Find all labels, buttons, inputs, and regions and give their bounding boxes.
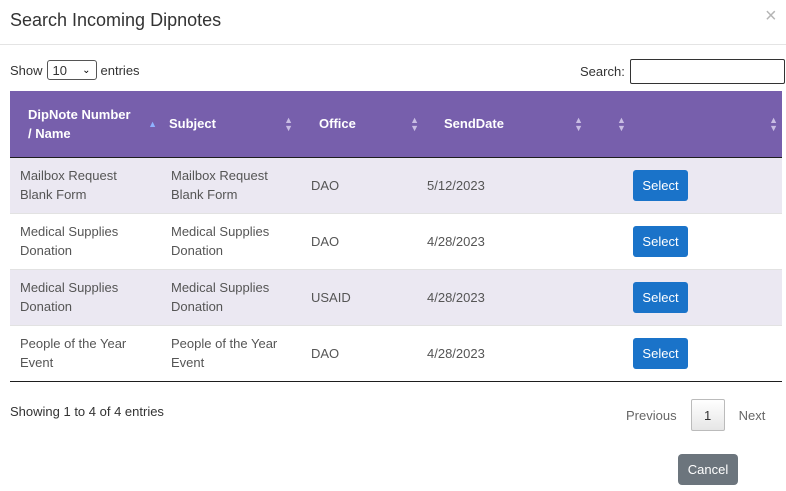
cell-office: DAO bbox=[301, 156, 427, 213]
cell-send-date: 4/28/2023 bbox=[427, 268, 623, 325]
cell-send-date: 5/12/2023 bbox=[427, 156, 623, 213]
cell-name: Medical Supplies Donation bbox=[10, 268, 161, 325]
cell-office: DAO bbox=[301, 212, 427, 269]
show-label: Show bbox=[10, 62, 43, 78]
page-button-1[interactable]: 1 bbox=[690, 399, 725, 431]
search-label: Search: bbox=[580, 64, 625, 79]
column-header-subject[interactable]: Subject ▲ ▼ bbox=[161, 91, 301, 158]
cell-subject: Medical Supplies Donation bbox=[161, 212, 301, 269]
cell-subject: People of the Year Event bbox=[161, 324, 301, 382]
column-header-subject-label: Subject bbox=[169, 116, 216, 132]
cell-office: USAID bbox=[301, 268, 427, 325]
table-row: Mailbox Request Blank Form Mailbox Reque… bbox=[10, 156, 782, 213]
search-control: Search: bbox=[580, 59, 785, 84]
sort-icon: ▲ ▼ bbox=[574, 114, 583, 133]
column-header-senddate-label: SendDate bbox=[444, 116, 504, 132]
cell-action: Select bbox=[623, 268, 782, 325]
column-header-name[interactable]: DipNote Number / Name ▲ bbox=[10, 91, 161, 158]
cell-action: Select bbox=[623, 156, 782, 213]
column-header-office[interactable]: Office ▲ ▼ bbox=[301, 91, 427, 158]
entries-label: entries bbox=[100, 62, 140, 78]
column-header-office-label: Office bbox=[319, 116, 356, 132]
sort-asc-icon: ▲ bbox=[148, 118, 157, 129]
previous-button[interactable]: Previous bbox=[626, 407, 677, 423]
cell-send-date: 4/28/2023 bbox=[427, 324, 623, 382]
sort-icon: ▲ ▼ bbox=[617, 114, 626, 133]
modal-title: Search Incoming Dipnotes bbox=[10, 10, 222, 30]
modal-header: Search Incoming Dipnotes × bbox=[0, 0, 786, 45]
cell-name: Medical Supplies Donation bbox=[10, 212, 161, 269]
cell-subject: Mailbox Request Blank Form bbox=[161, 156, 301, 213]
table-info: Showing 1 to 4 of 4 entries bbox=[10, 404, 164, 419]
column-header-action[interactable]: ▲ ▼ ▲ ▼ bbox=[617, 91, 782, 158]
cell-office: DAO bbox=[301, 324, 427, 382]
pagination: Previous 1 Next bbox=[612, 399, 779, 431]
select-button[interactable]: Select bbox=[633, 225, 688, 257]
cell-action: Select bbox=[623, 324, 782, 382]
column-header-senddate[interactable]: SendDate ▲ ▼ bbox=[427, 91, 623, 158]
table-row: Medical Supplies Donation Medical Suppli… bbox=[10, 212, 782, 269]
cell-action: Select bbox=[623, 212, 782, 269]
page-length-control: Show 10 ⌄ entries bbox=[10, 60, 140, 80]
close-icon[interactable]: × bbox=[765, 5, 777, 27]
select-button[interactable]: Select bbox=[633, 337, 688, 369]
cell-name: People of the Year Event bbox=[10, 324, 161, 382]
sort-icon: ▲ ▼ bbox=[284, 114, 293, 133]
cell-name: Mailbox Request Blank Form bbox=[10, 156, 161, 213]
select-button[interactable]: Select bbox=[633, 281, 688, 313]
column-header-name-label: DipNote Number / Name bbox=[28, 106, 131, 141]
page-length-select[interactable]: 10 ⌄ bbox=[46, 60, 97, 80]
table-header-row: DipNote Number / Name ▲ Subject ▲ ▼ Offic… bbox=[10, 91, 782, 158]
sort-icon: ▲ ▼ bbox=[410, 114, 419, 133]
table-row: People of the Year Event People of the Y… bbox=[10, 324, 782, 382]
chevron-down-icon: ⌄ bbox=[82, 64, 91, 76]
cancel-button[interactable]: Cancel bbox=[678, 454, 738, 485]
next-button[interactable]: Next bbox=[738, 407, 766, 423]
sort-icon: ▲ ▼ bbox=[769, 114, 778, 133]
select-button[interactable]: Select bbox=[633, 169, 688, 201]
search-input[interactable] bbox=[629, 59, 785, 84]
cell-subject: Medical Supplies Donation bbox=[161, 268, 301, 325]
table-row: Medical Supplies Donation Medical Suppli… bbox=[10, 268, 782, 325]
page-length-value: 10 bbox=[52, 62, 67, 78]
dipnotes-table: DipNote Number / Name ▲ Subject ▲ ▼ Offic… bbox=[10, 91, 782, 382]
cell-send-date: 4/28/2023 bbox=[427, 212, 623, 269]
